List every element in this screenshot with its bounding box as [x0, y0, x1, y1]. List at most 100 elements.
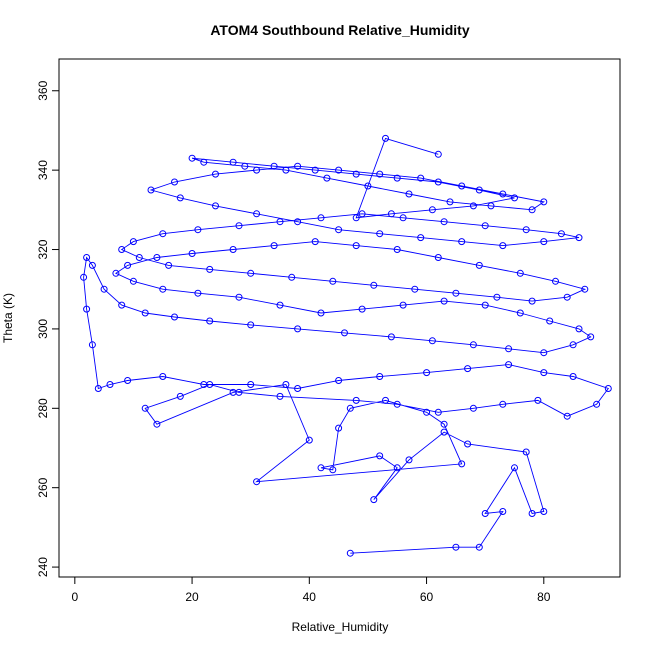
data-point — [522, 448, 530, 456]
y-tick-label: 280 — [36, 398, 50, 418]
y-tick-label: 340 — [36, 160, 50, 180]
data-point — [135, 254, 143, 261]
data-point — [499, 190, 507, 198]
data-point — [288, 273, 296, 281]
data-point — [540, 238, 548, 246]
data-point — [487, 202, 495, 210]
data-point — [335, 424, 343, 432]
data-point — [270, 242, 278, 250]
data-point — [417, 174, 425, 182]
data-point — [129, 277, 137, 285]
data-point — [124, 261, 132, 269]
data-point — [270, 162, 278, 170]
data-point — [587, 333, 595, 341]
data-point — [376, 230, 384, 238]
data-point — [505, 345, 513, 353]
data-point — [335, 226, 343, 234]
data-point — [440, 428, 448, 436]
data-point — [563, 412, 571, 420]
data-point — [516, 269, 524, 277]
data-point — [159, 373, 167, 380]
data-point — [206, 265, 214, 273]
data-point — [428, 206, 436, 214]
data-point — [546, 317, 554, 325]
data-point — [481, 222, 489, 230]
data-point — [440, 297, 448, 305]
data-point — [294, 162, 302, 170]
data-point — [499, 242, 507, 250]
data-point — [94, 385, 102, 392]
data-point — [106, 381, 114, 388]
data-point — [499, 400, 507, 408]
data-point — [434, 254, 442, 261]
data-point — [552, 277, 559, 285]
data-point — [176, 392, 184, 400]
data-point — [352, 242, 360, 250]
data-point — [376, 170, 384, 178]
data-point — [575, 325, 583, 333]
data-point — [575, 234, 583, 242]
data-point — [376, 373, 384, 380]
data-point — [276, 218, 284, 226]
x-tick-label: 60 — [420, 590, 434, 604]
data-point — [206, 317, 214, 325]
data-point — [194, 289, 202, 297]
data-point — [428, 337, 436, 345]
data-point — [235, 222, 243, 230]
data-point — [458, 460, 466, 468]
plot-frame — [58, 58, 621, 578]
chart-title: ATOM4 Southbound Relative_Humidity — [210, 22, 469, 38]
y-tick-label: 360 — [36, 80, 50, 100]
data-point — [212, 202, 219, 210]
data-point — [247, 381, 255, 388]
data-point — [534, 396, 542, 404]
data-point — [335, 377, 343, 384]
data-point — [317, 464, 325, 472]
data-point — [452, 289, 460, 297]
data-point — [528, 206, 536, 214]
data-point — [604, 385, 612, 392]
data-point — [499, 508, 507, 515]
y-tick-label: 300 — [36, 319, 50, 339]
data-point — [352, 214, 360, 222]
data-point — [317, 309, 325, 317]
data-point — [165, 261, 173, 269]
data-point — [417, 234, 425, 242]
data-point — [370, 496, 378, 504]
data-point — [440, 218, 448, 226]
data-point — [311, 238, 319, 246]
data-point — [83, 254, 91, 261]
data-point — [253, 210, 261, 218]
data-point — [153, 420, 161, 428]
data-point — [393, 464, 401, 472]
data-point — [569, 341, 577, 349]
y-axis-label: Theta (K) — [1, 293, 15, 343]
data-point — [346, 404, 354, 412]
y-tick-label: 240 — [36, 557, 50, 577]
y-axis: 240 260 280 300 320 340 360 — [36, 80, 60, 577]
data-point — [229, 158, 237, 166]
data-point — [528, 297, 536, 305]
data-point — [516, 309, 524, 317]
data-point — [294, 218, 302, 226]
data-point — [434, 150, 442, 158]
data-point — [464, 365, 472, 373]
data-point — [141, 309, 149, 317]
data-point — [446, 198, 454, 206]
data-point — [493, 293, 501, 301]
data-point — [153, 254, 161, 261]
data-point — [147, 186, 155, 194]
data-point — [229, 246, 237, 253]
data-point — [405, 190, 413, 198]
data-point — [364, 182, 372, 190]
data-point — [511, 464, 518, 472]
data-point — [382, 396, 389, 404]
x-axis: 0 20 40 60 80 — [71, 576, 551, 604]
x-tick-label: 0 — [71, 590, 78, 604]
data-point — [282, 381, 290, 388]
x-tick-label: 80 — [537, 590, 551, 604]
data-point — [188, 154, 196, 162]
data-point — [452, 543, 460, 551]
data-point — [241, 162, 249, 170]
